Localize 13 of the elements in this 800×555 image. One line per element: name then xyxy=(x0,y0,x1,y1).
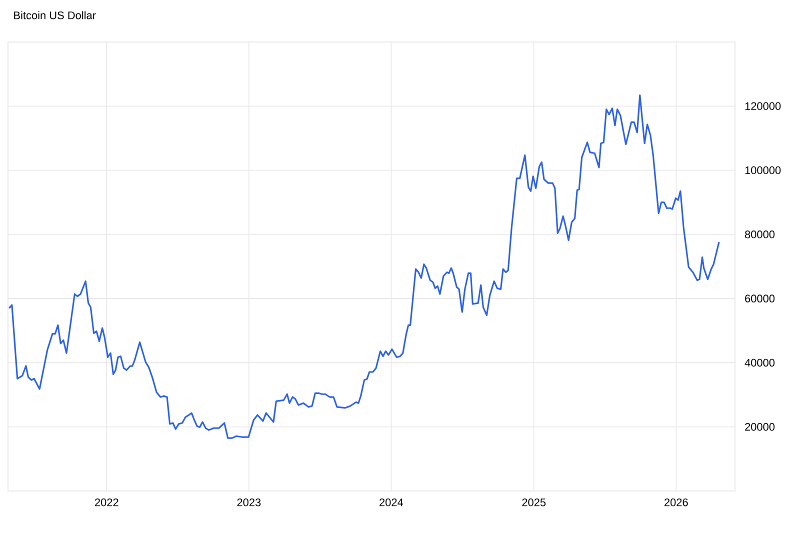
y-tick-label: 20000 xyxy=(745,422,775,431)
x-tick-label: 2024 xyxy=(380,498,404,506)
y-tick-label: 120000 xyxy=(745,102,781,110)
line-series xyxy=(8,94,720,439)
x-tick-label: 2022 xyxy=(94,498,118,506)
x-tick-label: 2023 xyxy=(237,498,261,506)
y-tick-label: 80000 xyxy=(744,230,775,238)
y-tick-label: 60000 xyxy=(745,294,775,302)
x-tick-label: 2025 xyxy=(522,498,546,506)
x-tick-label: 2026 xyxy=(664,498,688,506)
y-tick-label: 100000 xyxy=(745,166,781,174)
chart-title: Bitcoin US Dollar xyxy=(14,11,96,20)
y-tick-label: 40000 xyxy=(744,358,775,367)
